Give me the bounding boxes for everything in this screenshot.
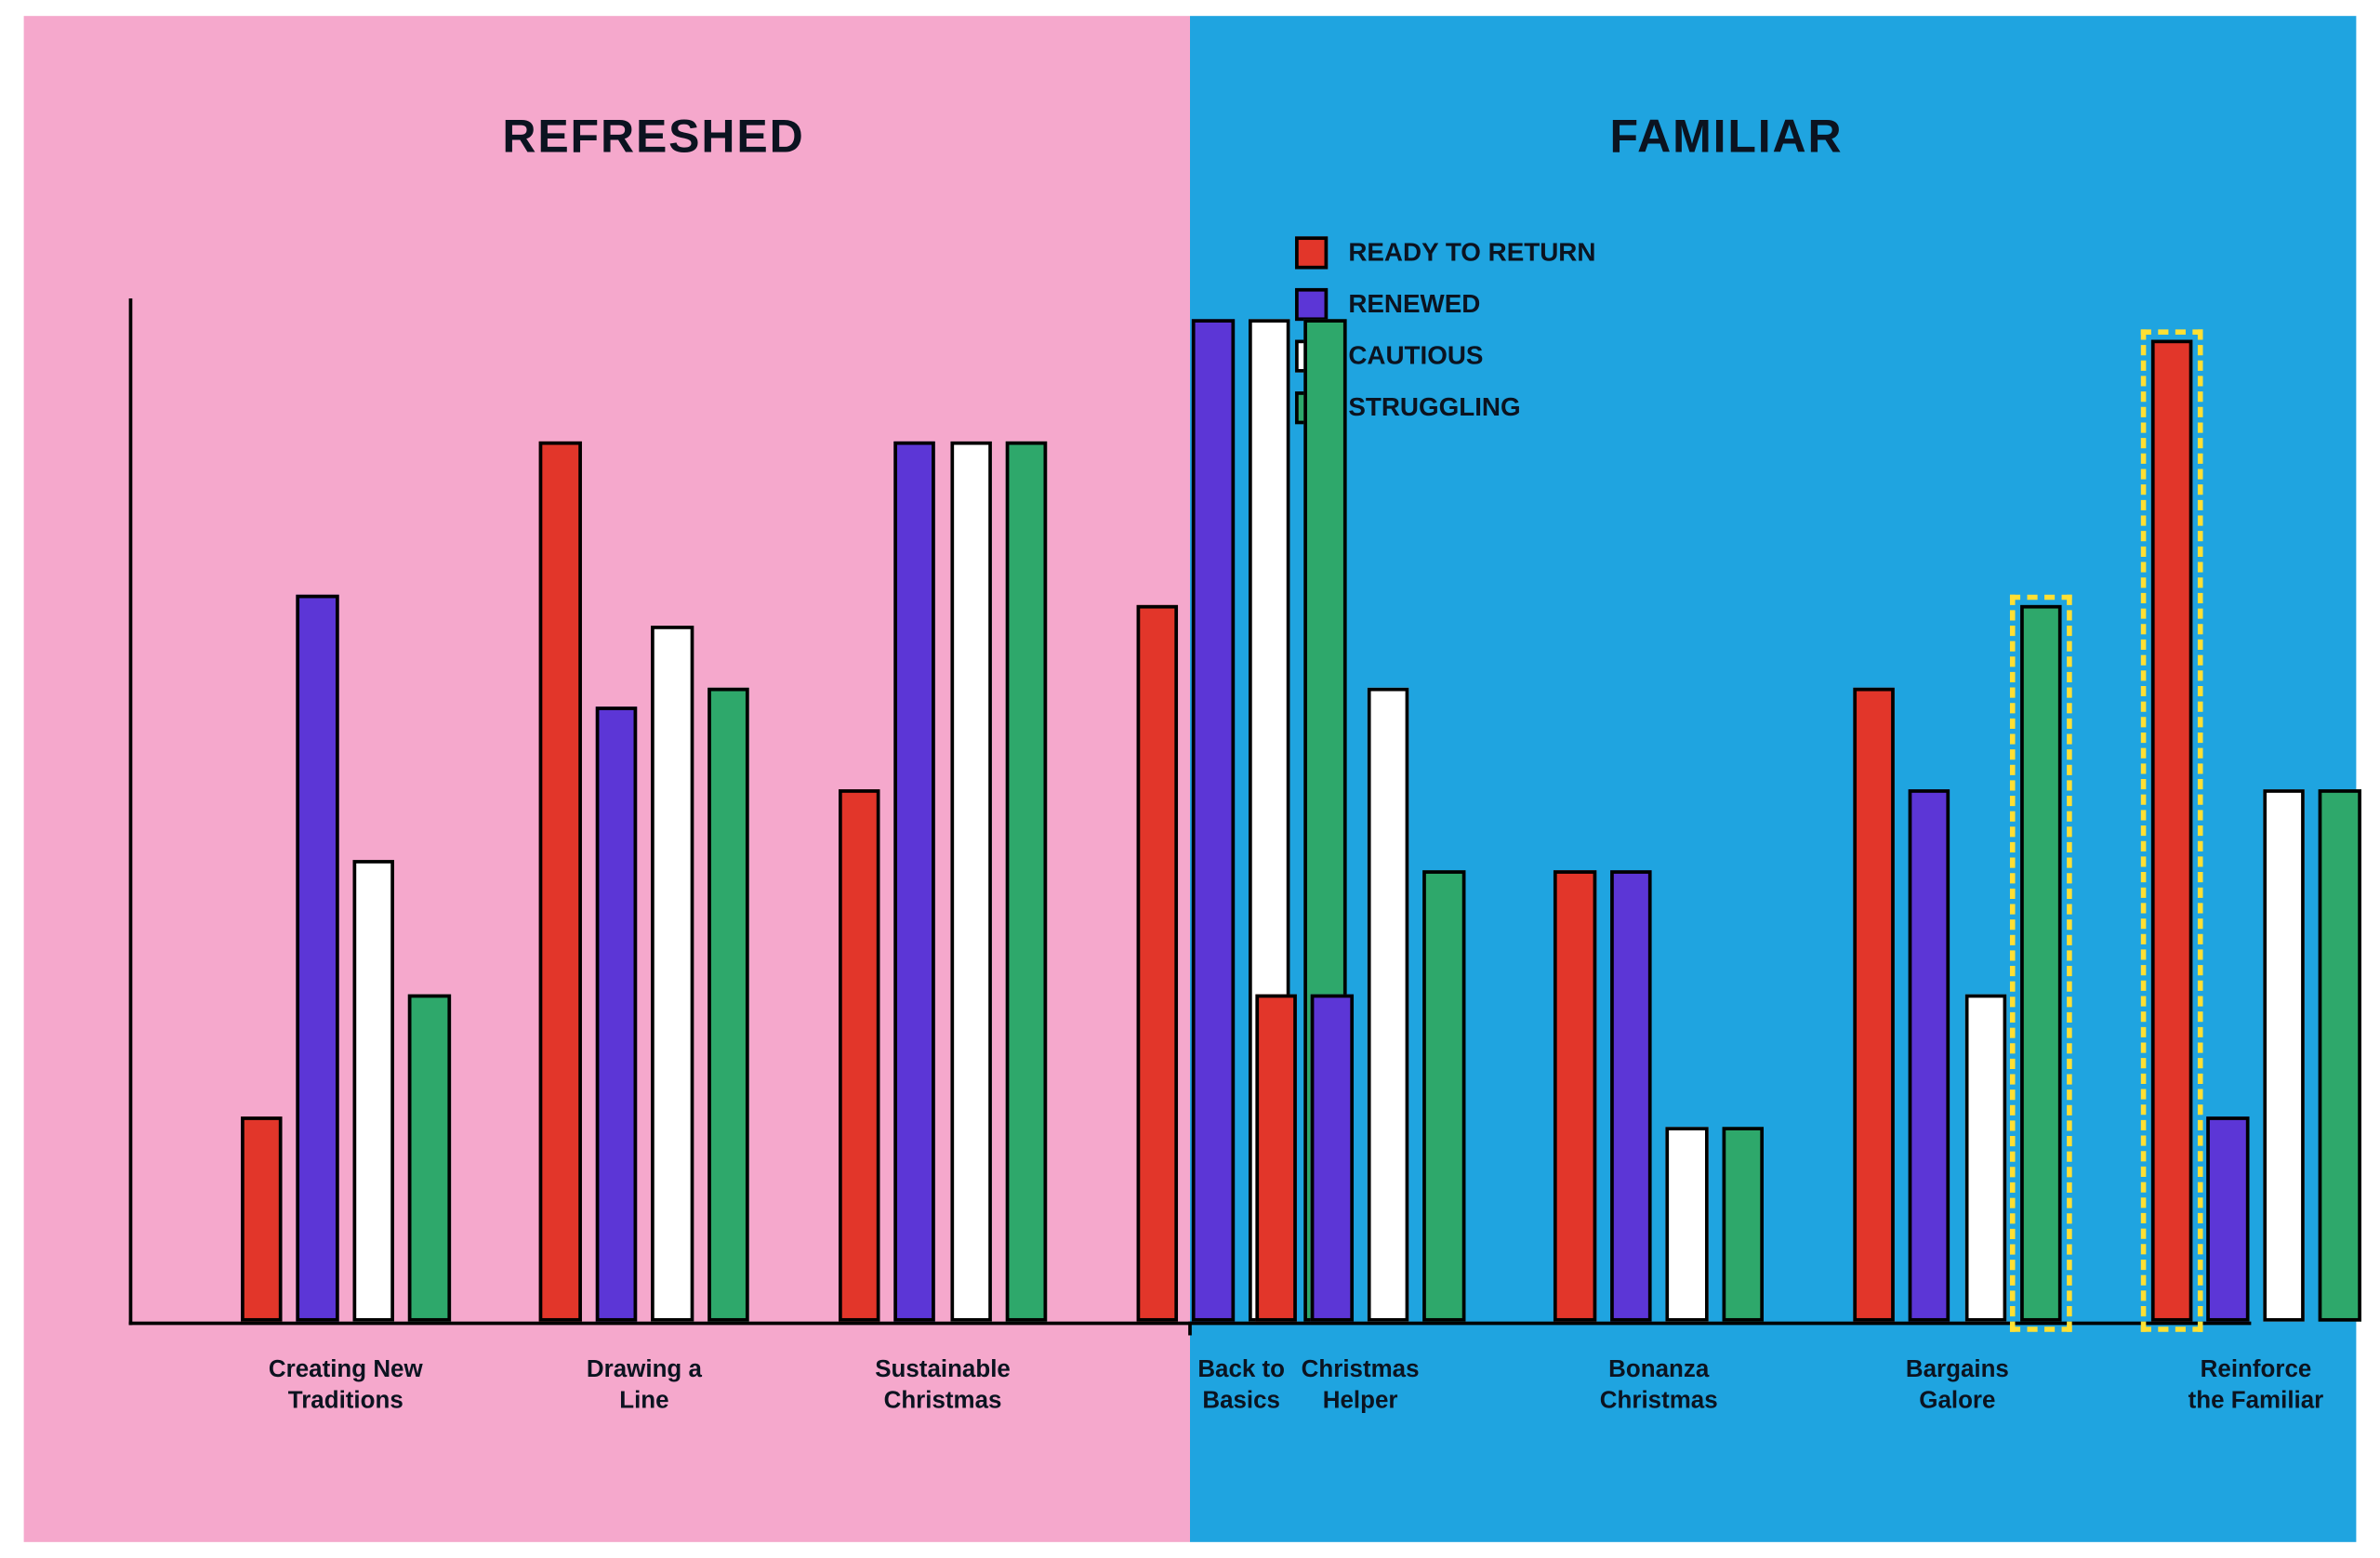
legend-label-renewed: RENEWED	[1348, 291, 1480, 320]
bar-left-1-struggling	[707, 687, 749, 1321]
category-label-left-2: SustainableChristmas	[794, 1354, 1092, 1415]
category-label-right-3: Reinforcethe Familiar	[2107, 1354, 2380, 1415]
bar-left-3-renewed	[1192, 319, 1234, 1321]
bar-left-2-struggling	[1006, 442, 1048, 1321]
bar-left-2-cautious	[950, 442, 992, 1321]
bar-left-2-ready	[838, 789, 879, 1321]
bar-right-0-cautious	[1368, 687, 1409, 1321]
legend-item-ready: READY TO RETURN	[1295, 237, 1596, 270]
section-title-refreshed: REFRESHED	[502, 111, 804, 164]
bar-right-1-ready	[1554, 871, 1595, 1321]
bar-left-1-renewed	[595, 707, 637, 1321]
legend-swatch-renewed	[1295, 289, 1328, 322]
category-label-left-1: Drawing aLine	[495, 1354, 793, 1415]
bar-right-3-cautious	[2263, 789, 2305, 1321]
legend-item-renewed: RENEWED	[1295, 289, 1596, 322]
bar-right-2-renewed	[1909, 789, 1950, 1321]
section-title-familiar: FAMILIAR	[1609, 111, 1843, 164]
bar-left-3-ready	[1136, 605, 1178, 1321]
legend-swatch-ready	[1295, 237, 1328, 270]
category-label-right-1: BonanzaChristmas	[1510, 1354, 1808, 1415]
bar-right-1-struggling	[1722, 1127, 1764, 1321]
bar-right-3-renewed	[2207, 1116, 2249, 1321]
bar-left-2-renewed	[893, 442, 935, 1321]
bar-right-2-ready	[1852, 687, 1894, 1321]
bar-right-3-struggling	[2319, 789, 2360, 1321]
y-axis	[128, 298, 132, 1325]
bar-left-0-renewed	[297, 595, 338, 1321]
bar-right-1-cautious	[1666, 1127, 1708, 1321]
bar-right-0-struggling	[1423, 871, 1465, 1321]
bar-right-2-cautious	[1964, 994, 2006, 1321]
category-label-left-0: Creating NewTraditions	[196, 1354, 495, 1415]
bar-left-0-cautious	[352, 861, 394, 1321]
bar-right-3-ready	[2151, 339, 2193, 1321]
chart-stage: REFRESHED FAMILIAR READY TO RETURN RENEWE…	[24, 16, 2357, 1542]
category-label-right-2: BargainsGalore	[1808, 1354, 2107, 1415]
stage-outer: REFRESHED FAMILIAR READY TO RETURN RENEWE…	[0, 0, 2380, 1558]
legend-label-struggling: STRUGGLING	[1348, 394, 1520, 423]
bar-right-1-renewed	[1610, 871, 1652, 1321]
bar-right-0-ready	[1255, 994, 1297, 1321]
bar-left-0-ready	[241, 1116, 283, 1321]
bar-left-1-ready	[539, 442, 581, 1321]
bar-left-1-cautious	[651, 626, 693, 1321]
legend-label-cautious: CAUTIOUS	[1348, 342, 1483, 371]
bar-left-0-struggling	[409, 994, 451, 1321]
bar-right-0-renewed	[1311, 994, 1353, 1321]
category-label-right-0: ChristmasHelper	[1211, 1354, 1510, 1415]
legend-label-ready: READY TO RETURN	[1348, 239, 1595, 268]
bar-right-2-struggling	[2020, 605, 2062, 1321]
mid-tick	[1188, 1321, 1192, 1335]
